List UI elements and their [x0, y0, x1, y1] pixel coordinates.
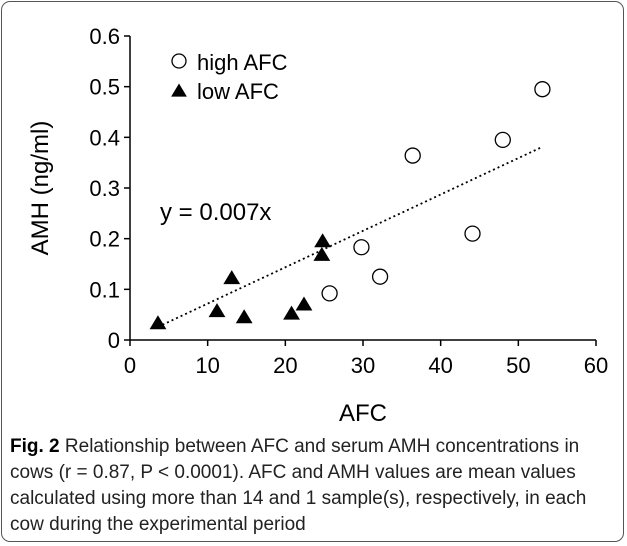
x-axis-title: AFC: [339, 400, 387, 427]
legend-triangle-icon: [171, 83, 187, 97]
low-afc-point: [313, 246, 331, 261]
data-points: [149, 81, 551, 330]
legend: high AFC low AFC: [171, 50, 288, 104]
y-tick-label: 0.4: [89, 125, 120, 150]
y-tick-label: 0.5: [89, 75, 120, 100]
x-tick-label: 40: [428, 353, 452, 378]
high-afc-point: [371, 268, 389, 285]
low-afc-point: [149, 315, 167, 330]
legend-label: low AFC: [197, 79, 279, 104]
y-axis-title: AMH (ng/ml): [27, 121, 54, 256]
trendline-group: [157, 146, 543, 328]
low-afc-point: [314, 233, 332, 248]
x-tick-label: 0: [124, 353, 136, 378]
y-tick-label: 0.2: [89, 227, 120, 252]
high-afc-point: [353, 239, 370, 256]
trendline: [157, 146, 543, 328]
x-tick-label: 20: [273, 353, 297, 378]
x-tick-label: 10: [195, 353, 219, 378]
high-afc-point: [534, 81, 551, 98]
legend-circle-icon: [171, 53, 187, 69]
y-tick-label: 0: [108, 328, 120, 353]
chart-axes: 0 0.1 0.2 0.3 0.4 0.5 0.6 0 10 20 30 40 50 60: [89, 24, 608, 378]
trendline-equation: y = 0.007x: [160, 199, 271, 226]
y-tick-label: 0.3: [89, 176, 120, 201]
high-afc-point: [494, 131, 511, 149]
legend-label: high AFC: [197, 50, 288, 75]
y-tick-label: 0.1: [89, 277, 120, 302]
low-afc-point: [223, 270, 241, 285]
high-afc-point: [321, 285, 338, 302]
high-afc-point: [464, 225, 481, 242]
low-afc-point: [208, 303, 226, 318]
x-tick-label: 60: [584, 353, 608, 378]
figure-caption: Fig. 2 Relationship between AFC and seru…: [10, 434, 610, 538]
caption-text: Relationship between AFC and serum AMH c…: [10, 436, 587, 535]
x-tick-label: 30: [351, 353, 375, 378]
low-afc-point: [295, 296, 313, 311]
y-tick-label: 0.6: [89, 24, 120, 49]
high-afc-point: [404, 147, 421, 164]
low-afc-point: [283, 305, 300, 320]
x-tick-label: 50: [506, 353, 530, 378]
caption-lead: Fig. 2: [10, 436, 60, 457]
low-afc-point: [235, 309, 253, 324]
scatter-chart: 0 0.1 0.2 0.3 0.4 0.5 0.6 0 10 20 30 40 50 60 high AF…: [27, 24, 608, 427]
